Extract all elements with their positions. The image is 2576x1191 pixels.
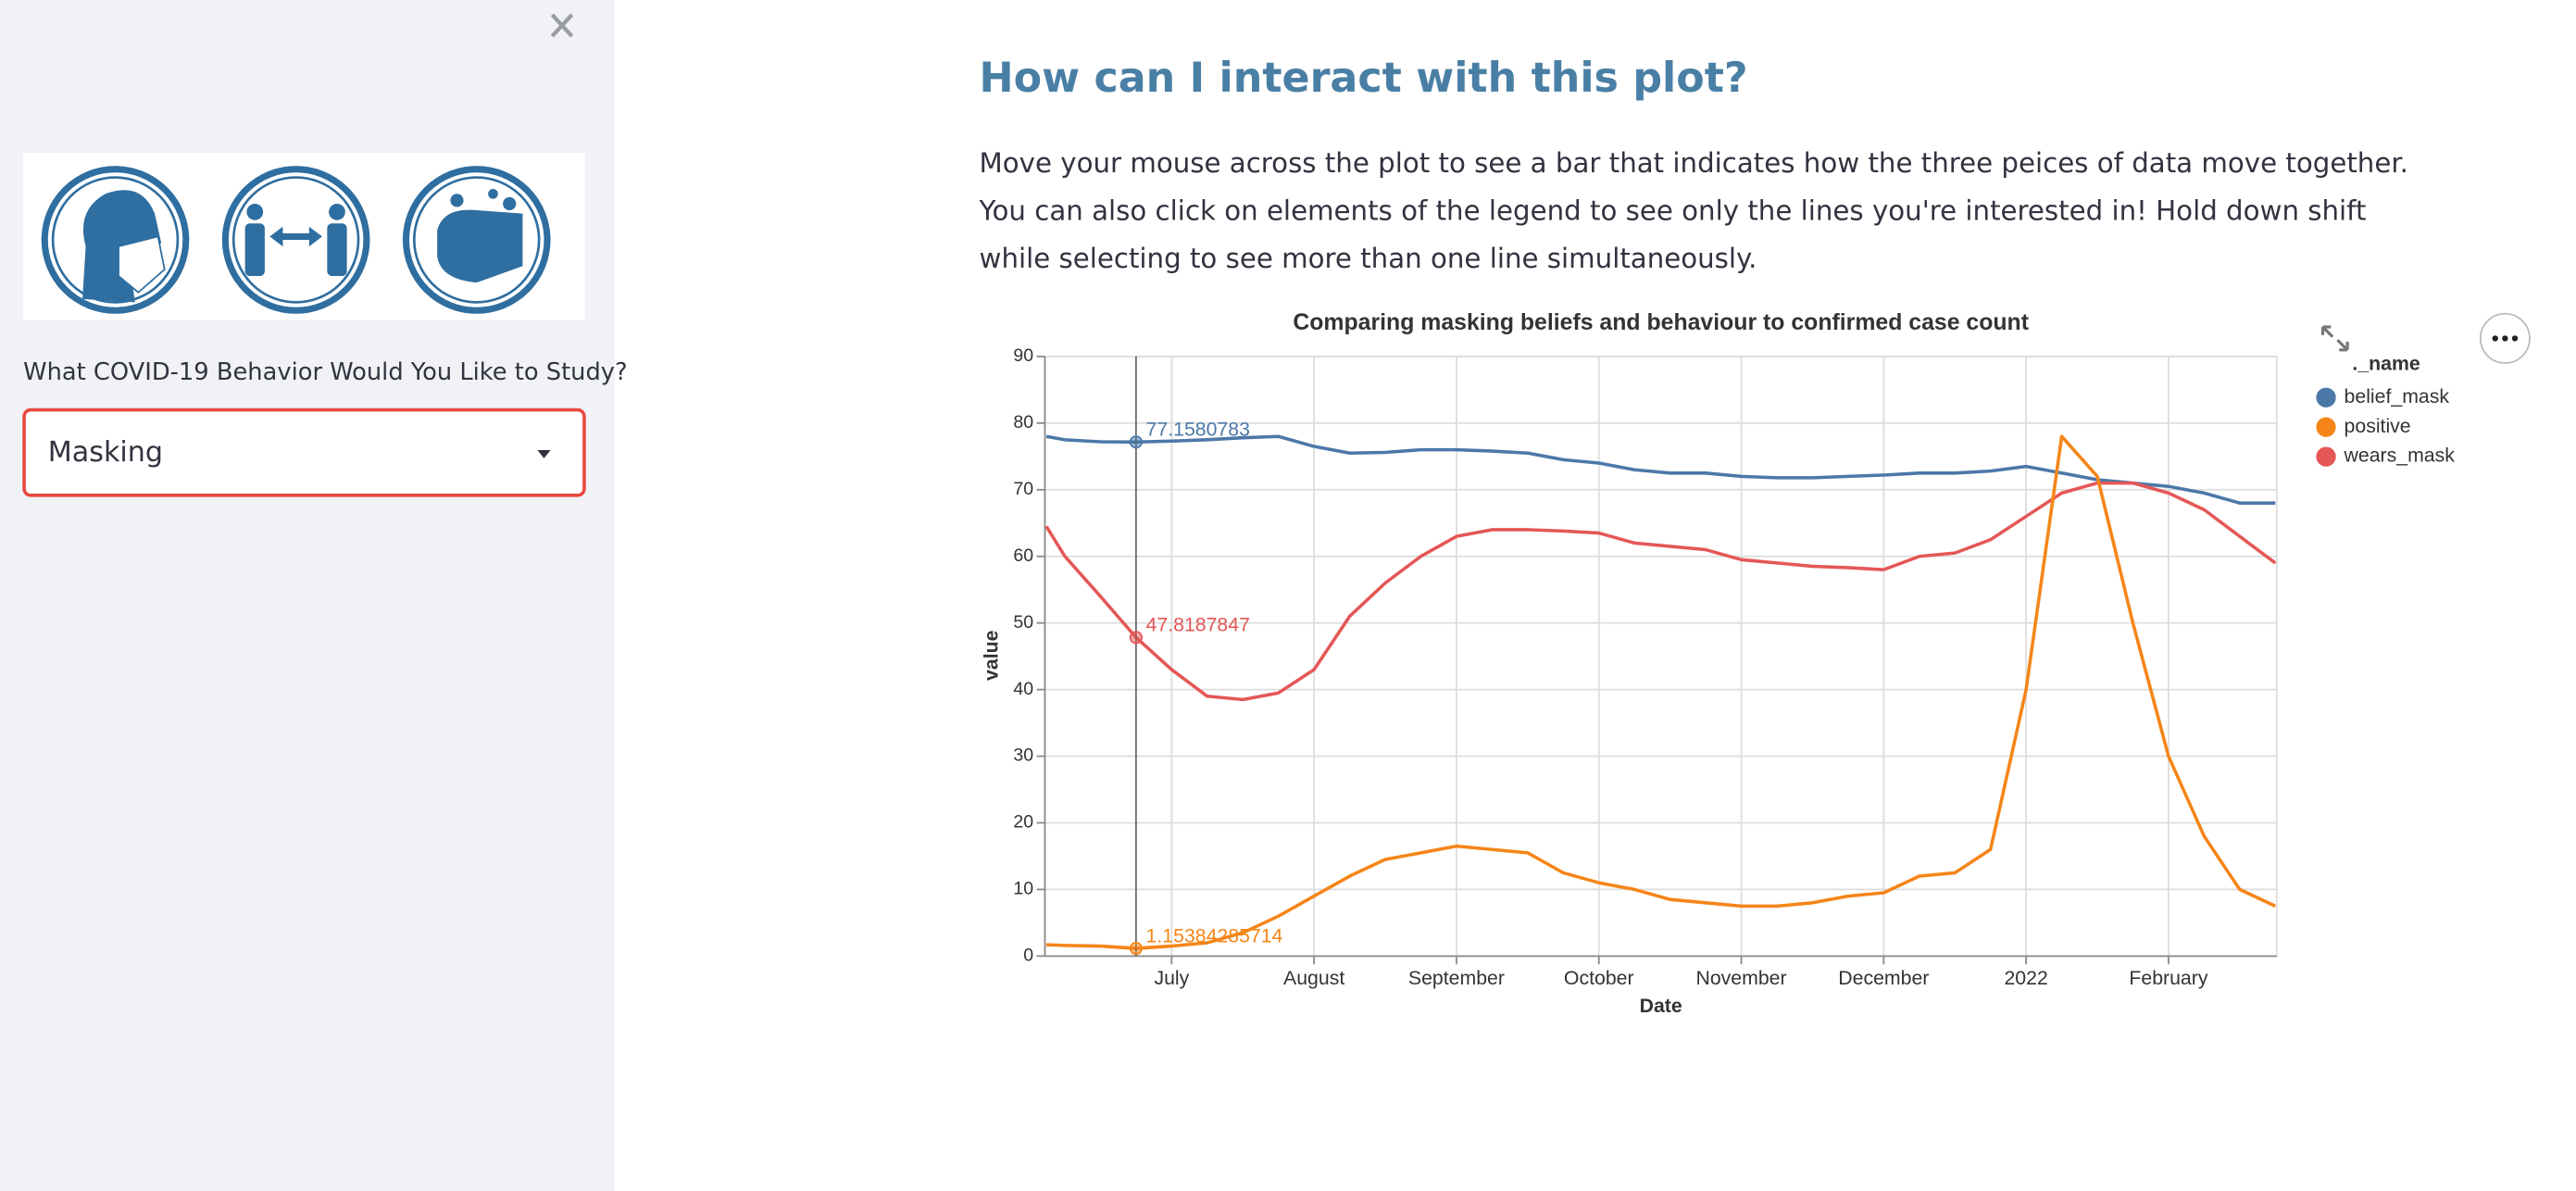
y-tick-label: 40 bbox=[1013, 679, 1033, 699]
select-value: Masking bbox=[48, 436, 163, 469]
legend-swatch bbox=[2316, 387, 2336, 407]
x-tick-label: July bbox=[1154, 967, 1189, 989]
expand-icon[interactable] bbox=[2320, 325, 2349, 352]
handwash-icon bbox=[402, 166, 551, 314]
hover-label: 47.8187847 bbox=[1146, 614, 1250, 636]
heading: How can I interact with this plot? bbox=[980, 55, 1748, 102]
actions-menu[interactable] bbox=[2479, 312, 2531, 364]
y-tick-label: 80 bbox=[1013, 412, 1033, 433]
legend-title: ._name bbox=[2352, 352, 2420, 374]
hover-point bbox=[1129, 631, 1144, 645]
x-tick-label: February bbox=[2129, 967, 2207, 989]
hover-point bbox=[1129, 941, 1144, 956]
x-tick-label: December bbox=[1838, 967, 1929, 989]
legend-swatch bbox=[2316, 417, 2336, 437]
series-line bbox=[1045, 434, 2277, 950]
paragraph-line: Move your mouse across the plot to see a… bbox=[980, 147, 2408, 179]
y-tick-label: 30 bbox=[1013, 746, 1033, 766]
y-tick-label: 90 bbox=[1013, 345, 1033, 366]
legend-swatch bbox=[2316, 446, 2336, 467]
hover-point bbox=[1129, 435, 1144, 449]
chart-title: Comparing masking beliefs and behaviour … bbox=[1293, 310, 2029, 335]
x-tick-label: November bbox=[1695, 967, 1786, 989]
legend-label: wears_mask bbox=[2344, 445, 2456, 467]
y-tick-label: 50 bbox=[1013, 612, 1033, 633]
behavior-select[interactable]: Masking bbox=[22, 407, 586, 497]
x-tick-label: October bbox=[1564, 967, 1634, 989]
y-tick-label: 70 bbox=[1013, 479, 1033, 499]
select-label: What COVID-19 Behavior Would You Like to… bbox=[23, 358, 628, 386]
hover-label: 1.15384285714 bbox=[1146, 924, 1283, 947]
series-line bbox=[1044, 481, 2277, 702]
y-tick-label: 10 bbox=[1013, 879, 1033, 899]
legend-label: belief_mask bbox=[2345, 385, 2450, 407]
legend-entry[interactable]: positive bbox=[2316, 415, 2411, 437]
y-tick-label: 60 bbox=[1013, 545, 1033, 566]
close-button[interactable] bbox=[550, 13, 574, 38]
y-axis-title: value bbox=[980, 630, 1002, 681]
y-tick-label: 0 bbox=[1023, 946, 1033, 966]
series-line bbox=[1045, 434, 2276, 505]
distance-icon bbox=[221, 166, 370, 314]
legend-entry[interactable]: wears_mask bbox=[2316, 445, 2455, 467]
x-tick-label: 2022 bbox=[2004, 967, 2047, 989]
hover-label: 77.1580783 bbox=[1146, 419, 1250, 441]
x-axis-title: Date bbox=[1640, 995, 1682, 1017]
legend-entry[interactable]: belief_mask bbox=[2316, 385, 2449, 407]
mask-icon bbox=[41, 166, 190, 314]
x-tick-label: September bbox=[1408, 967, 1505, 989]
plot-area: 0 10 20 30 40 50 60 70 80 90 July August September Oc… bbox=[1013, 345, 2455, 989]
paragraph-line: You can also click on elements of the le… bbox=[979, 194, 2367, 226]
plot-background bbox=[1044, 356, 2278, 958]
paragraph-line: while selecting to see more than one lin… bbox=[980, 243, 1757, 274]
legend-label: positive bbox=[2345, 415, 2411, 437]
y-tick-label: 20 bbox=[1013, 812, 1033, 833]
x-tick-label: August bbox=[1283, 967, 1344, 989]
